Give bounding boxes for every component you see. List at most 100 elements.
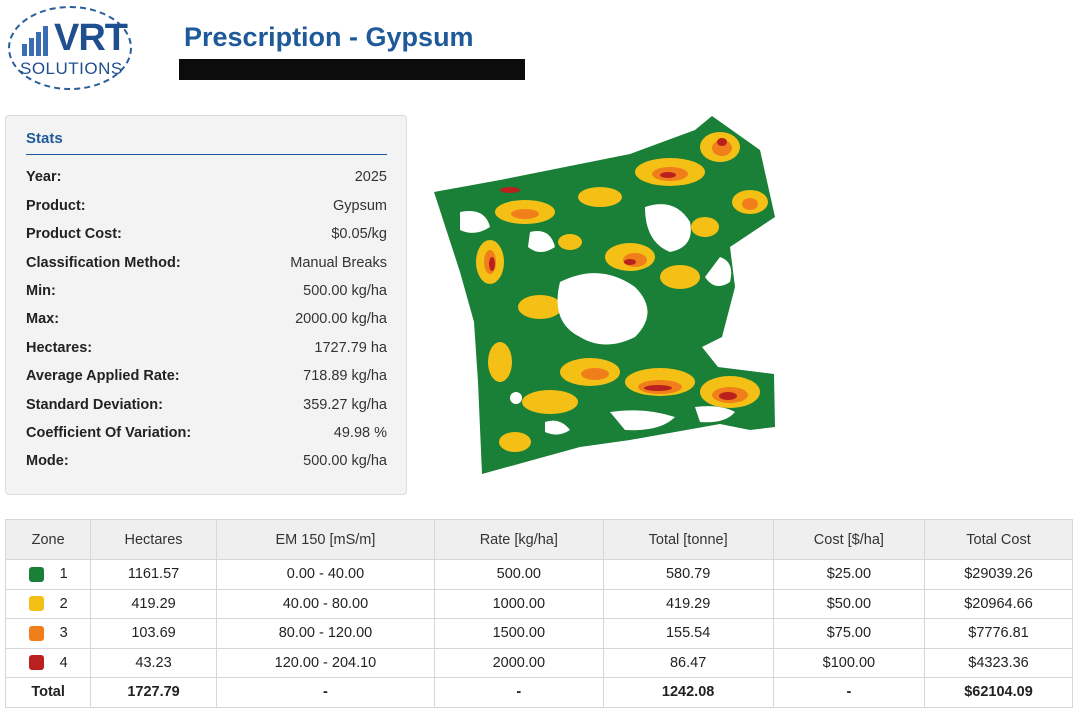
page-title: Prescription - Gypsum [184,22,474,52]
column-header: EM 150 [mS/m] [215,519,436,560]
table-row: 2 419.29 40.00 - 80.00 1000.00 419.29 $5… [4,588,1073,619]
em-cell: 40.00 - 80.00 [215,588,436,619]
stat-row-mode: Mode: 500.00 kg/ha [26,453,387,469]
stat-label: Product Cost: [26,226,122,242]
cost-cell: $75.00 [772,618,926,649]
rate-cell: 1500.00 [434,618,604,649]
total-cell: 419.29 [602,588,774,619]
cost-cell: $100.00 [772,647,926,678]
stat-row-year: Year: 2025 [26,169,387,185]
stat-value: 1727.79 ha [314,340,387,356]
stat-label: Hectares: [26,340,93,356]
stat-label: Average Applied Rate: [26,368,180,384]
zone-number: 1 [59,566,68,583]
column-header: Zone [4,519,92,560]
stat-label: Min: [26,283,56,299]
zone-number: 3 [59,625,68,642]
rate-cell: - [434,677,604,708]
total-cost-cell: $4323.36 [924,647,1073,678]
stat-row-cv: Coefficient Of Variation: 49.98 % [26,425,387,441]
em-cell: 80.00 - 120.00 [215,618,436,649]
redacted-subtitle [179,59,525,80]
total-label-cell: Total [4,677,92,708]
total-cost-cell: $29039.26 [924,559,1073,590]
total-cost-cell: $20964.66 [924,588,1073,619]
rate-cell: 2000.00 [434,647,604,678]
stat-row-hectares: Hectares: 1727.79 ha [26,340,387,356]
stat-row-max: Max: 2000.00 kg/ha [26,311,387,327]
stats-title: Stats [26,130,63,147]
stat-label: Product: [26,198,86,214]
stat-value: 2025 [354,169,387,185]
zone-cell: 3 [4,618,92,649]
stat-value: 49.98 % [333,425,387,441]
stat-value: 2000.00 kg/ha [295,311,387,327]
stat-value: Manual Breaks [290,255,387,271]
cost-cell: $50.00 [772,588,926,619]
column-header: Cost [$/ha] [772,519,926,560]
total-cost-cell: $7776.81 [924,618,1073,649]
total-cell: 86.47 [602,647,774,678]
table-row: 1 1161.57 0.00 - 40.00 500.00 580.79 $25… [4,559,1073,590]
column-header: Rate [kg/ha] [434,519,604,560]
total-cell: 1242.08 [602,677,774,708]
cost-cell: - [772,677,926,708]
hectares-cell: 419.29 [90,588,217,619]
logo-ring [8,6,132,90]
bar-chart-icon [22,26,48,56]
hectares-cell: 103.69 [90,618,217,649]
rate-cell: 500.00 [434,559,604,590]
stats-divider [26,154,387,155]
stat-value: Gypsum [333,198,387,214]
stat-value: 359.27 kg/ha [303,397,387,413]
zone-number: 4 [59,654,68,671]
rate-cell: 1000.00 [434,588,604,619]
em-cell: - [215,677,436,708]
stat-row-product: Product: Gypsum [26,198,387,214]
cost-cell: $25.00 [772,559,926,590]
stat-label: Classification Method: [26,255,181,271]
zone-table: Zone Hectares EM 150 [mS/m] Rate [kg/ha]… [4,519,1073,708]
total-cost-cell: $62104.09 [924,677,1073,708]
stat-row-classification: Classification Method: Manual Breaks [26,255,387,271]
em-cell: 120.00 - 204.10 [215,647,436,678]
column-header: Total [tonne] [602,519,774,560]
zone-color-swatch [28,655,44,671]
stat-row-min: Min: 500.00 kg/ha [26,283,387,299]
zone-color-swatch [28,566,44,582]
total-cell: 580.79 [602,559,774,590]
zone-color-swatch [28,596,44,612]
logo-sub-text: SOLUTIONS [20,59,123,78]
stat-label: Max: [26,311,60,327]
field-zones [434,116,775,474]
hectares-cell: 43.23 [90,647,217,678]
vrt-solutions-logo: VRT SOLUTIONS [4,4,134,92]
table-total-row: Total 1727.79 - - 1242.08 - $62104.09 [4,677,1073,708]
stat-label: Mode: [26,453,69,469]
column-header: Total Cost [924,519,1073,560]
column-header: Hectares [90,519,217,560]
table-row: 4 43.23 120.00 - 204.10 2000.00 86.47 $1… [4,647,1073,678]
stat-value: $0.05/kg [331,226,387,242]
hectares-cell: 1161.57 [90,559,217,590]
stat-row-product-cost: Product Cost: $0.05/kg [26,226,387,242]
zone-cell: 4 [4,647,92,678]
stat-value: 500.00 kg/ha [303,453,387,469]
zone-cell: 2 [4,588,92,619]
stats-panel: Stats Year: 2025 Product: Gypsum Product… [5,115,407,495]
stat-label: Year: [26,169,62,185]
hectares-cell: 1727.79 [90,677,217,708]
em-cell: 0.00 - 40.00 [215,559,436,590]
stat-row-average-rate: Average Applied Rate: 718.89 kg/ha [26,368,387,384]
table-row: 3 103.69 80.00 - 120.00 1500.00 155.54 $… [4,618,1073,649]
table-header-row: Zone Hectares EM 150 [mS/m] Rate [kg/ha]… [4,519,1073,560]
stat-row-std-dev: Standard Deviation: 359.27 kg/ha [26,397,387,413]
zone-number: 2 [59,595,68,612]
stat-value: 500.00 kg/ha [303,283,387,299]
total-cell: 155.54 [602,618,774,649]
stat-label: Coefficient Of Variation: [26,425,192,441]
stat-value: 718.89 kg/ha [303,368,387,384]
stat-label: Standard Deviation: [26,397,163,413]
zone-color-swatch [28,625,44,641]
zone-cell: 1 [4,559,92,590]
